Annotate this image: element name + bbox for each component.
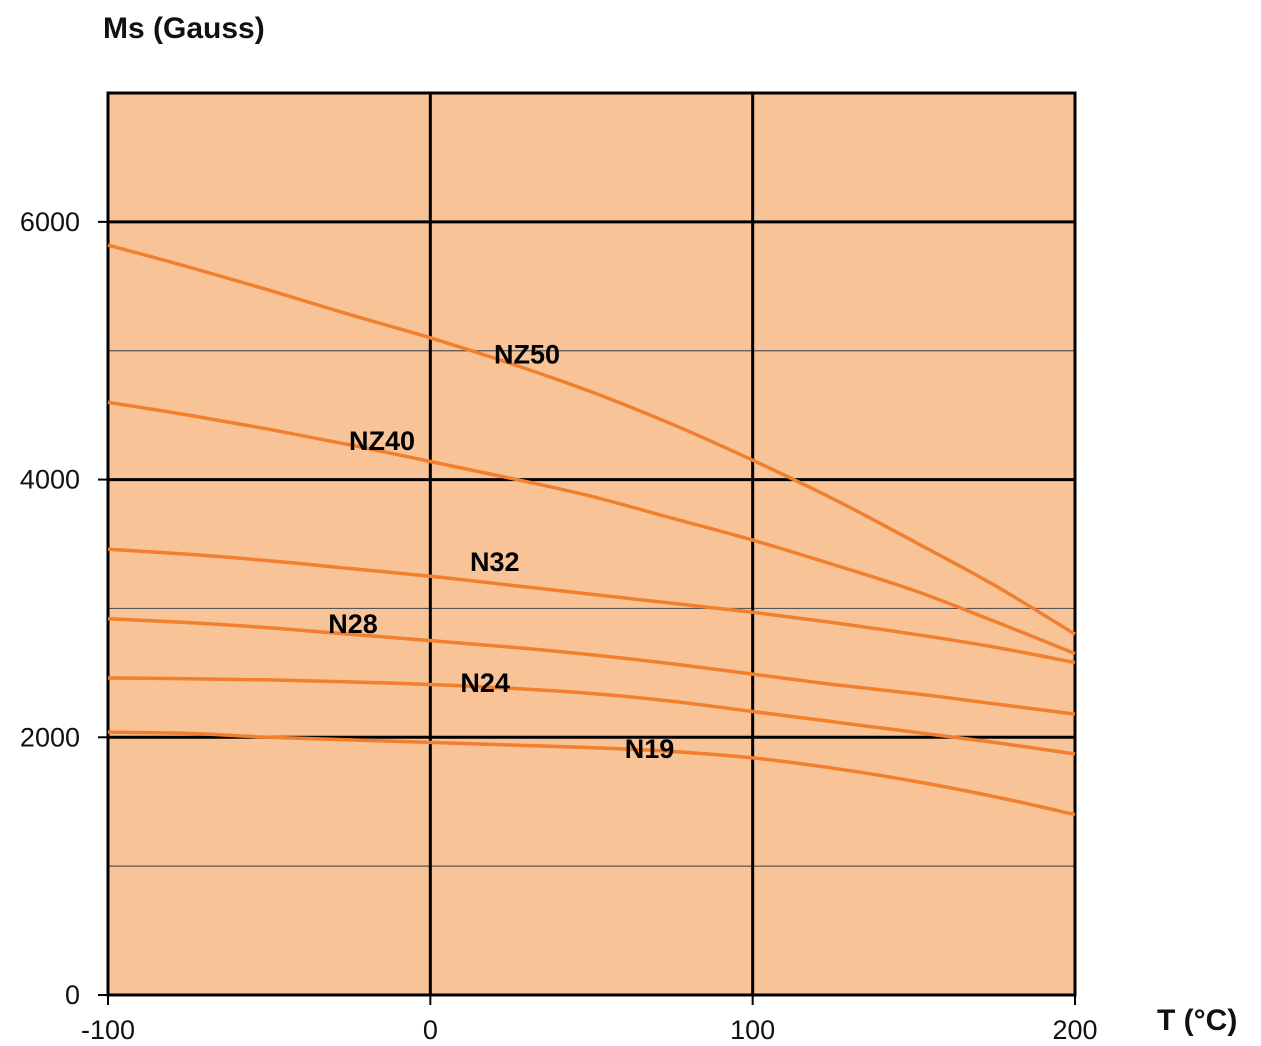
- series-line-n32: [107, 547, 1076, 665]
- x-tick-label--100: -100: [81, 1015, 135, 1045]
- axis-ticks: [98, 220, 1076, 1005]
- series-label-n28: N28: [328, 609, 378, 639]
- series-line-n19: [107, 730, 1076, 817]
- plot-frame: [106, 91, 1077, 997]
- series-line-nz40: [107, 400, 1076, 656]
- y-tick-label-0: 0: [65, 980, 80, 1010]
- series-label-n19: N19: [625, 734, 675, 764]
- x-tick-label-200: 200: [1052, 1015, 1097, 1045]
- series-line-n28: [107, 616, 1076, 716]
- x-tick-label-0: 0: [423, 1015, 438, 1045]
- minor-gridlines: [108, 350, 1075, 867]
- y-tick-label-6000: 6000: [20, 207, 80, 237]
- y-tick-labels: 0 2000 4000 6000: [20, 207, 80, 1010]
- series-label-n24: N24: [460, 668, 510, 698]
- x-axis-title: T (°C): [1157, 1004, 1237, 1037]
- series-label-n32: N32: [470, 547, 520, 577]
- x-tick-label-100: 100: [730, 1015, 775, 1045]
- y-axis-title: Ms (Gauss): [103, 12, 265, 45]
- series-line-n24: [107, 676, 1076, 756]
- y-tick-label-4000: 4000: [20, 465, 80, 495]
- x-tick-labels: -100 0 100 200: [81, 1015, 1098, 1045]
- series-lines: [107, 243, 1076, 817]
- series-labels: NZ50 NZ40 N32 N28 N24 N19: [328, 340, 674, 764]
- series-label-nz40: NZ40: [349, 426, 415, 456]
- series-label-nz50: NZ50: [494, 340, 560, 370]
- y-tick-label-2000: 2000: [20, 722, 80, 752]
- series-line-nz50: [107, 243, 1076, 636]
- plot-background: [108, 93, 1075, 995]
